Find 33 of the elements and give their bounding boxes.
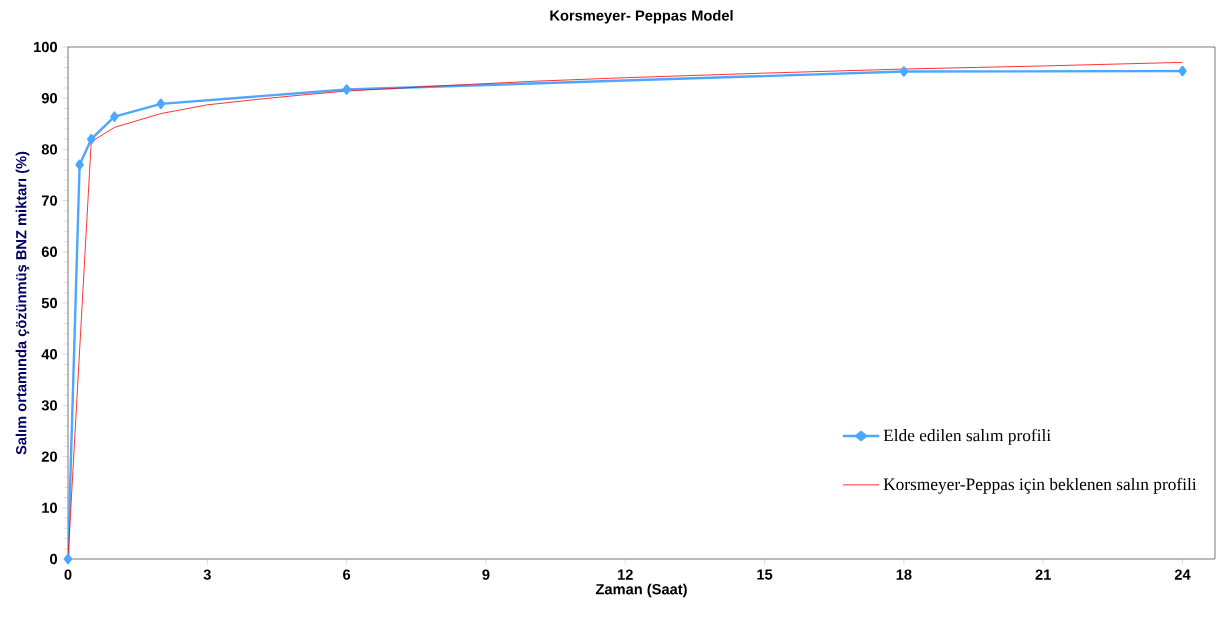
legend-label: Elde edilen salım profili (883, 428, 1051, 445)
y-tick-label: 70 (41, 195, 57, 206)
y-tick-label: 10 (42, 502, 57, 513)
y-tick-label: 50 (41, 297, 57, 309)
y-tick-label: 0 (50, 553, 57, 565)
point (156, 98, 166, 110)
legend-label: Korsmeyer-Peppas için beklenen salın profili (883, 477, 1197, 494)
x-tick-label: 9 (482, 569, 490, 580)
chart-title: Korsmeyer- Peppas Model (550, 9, 733, 24)
point (63, 553, 73, 565)
y-axis-title: Salım ortamında çözünmüş BNZ miktarı (%) (15, 151, 30, 455)
y-tick-label: 20 (41, 451, 57, 462)
x-tick-label: 21 (1035, 569, 1051, 580)
y-tick-label: 40 (41, 349, 57, 360)
point (342, 84, 351, 95)
y-tick-label: 60 (41, 246, 57, 257)
point (1178, 65, 1187, 77)
point (899, 66, 909, 77)
y-tick-label: 80 (41, 144, 57, 155)
y-tick-label: 90 (41, 93, 57, 104)
y-tick-label: 100 (34, 41, 57, 53)
x-tick-label: 6 (343, 569, 351, 580)
point (75, 159, 84, 170)
x-axis-title: Zaman (Saat) (595, 583, 687, 598)
x-tick-label: 0 (64, 569, 72, 580)
y-tick-label: 30 (41, 400, 57, 411)
x-tick-label: 15 (757, 569, 773, 580)
x-tick-label: 24 (1174, 569, 1191, 580)
x-tick-label: 18 (896, 569, 912, 580)
x-tick-label: 12 (618, 569, 633, 580)
x-tick-label: 3 (203, 569, 211, 580)
point (110, 111, 119, 122)
point (87, 133, 96, 145)
